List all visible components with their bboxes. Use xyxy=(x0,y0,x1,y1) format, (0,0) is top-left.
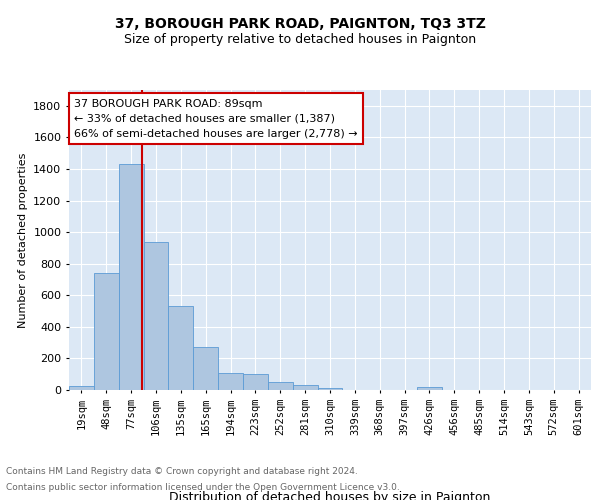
Bar xyxy=(94,273,119,390)
Text: 37 BOROUGH PARK ROAD: 89sqm
← 33% of detached houses are smaller (1,387)
66% of : 37 BOROUGH PARK ROAD: 89sqm ← 33% of det… xyxy=(74,99,358,138)
Bar xyxy=(268,382,293,390)
Text: 37, BOROUGH PARK ROAD, PAIGNTON, TQ3 3TZ: 37, BOROUGH PARK ROAD, PAIGNTON, TQ3 3TZ xyxy=(115,18,485,32)
Bar xyxy=(169,306,193,390)
Text: Size of property relative to detached houses in Paignton: Size of property relative to detached ho… xyxy=(124,32,476,46)
Bar xyxy=(119,164,143,390)
Bar xyxy=(243,374,268,390)
Bar xyxy=(218,372,243,390)
Bar xyxy=(317,388,343,390)
Text: Contains HM Land Registry data © Crown copyright and database right 2024.: Contains HM Land Registry data © Crown c… xyxy=(6,467,358,476)
Bar xyxy=(69,386,94,390)
X-axis label: Distribution of detached houses by size in Paignton: Distribution of detached houses by size … xyxy=(169,490,491,500)
Bar xyxy=(417,387,442,390)
Bar xyxy=(193,348,218,390)
Y-axis label: Number of detached properties: Number of detached properties xyxy=(17,152,28,328)
Text: Contains public sector information licensed under the Open Government Licence v3: Contains public sector information licen… xyxy=(6,483,400,492)
Bar xyxy=(143,242,169,390)
Bar xyxy=(293,386,317,390)
